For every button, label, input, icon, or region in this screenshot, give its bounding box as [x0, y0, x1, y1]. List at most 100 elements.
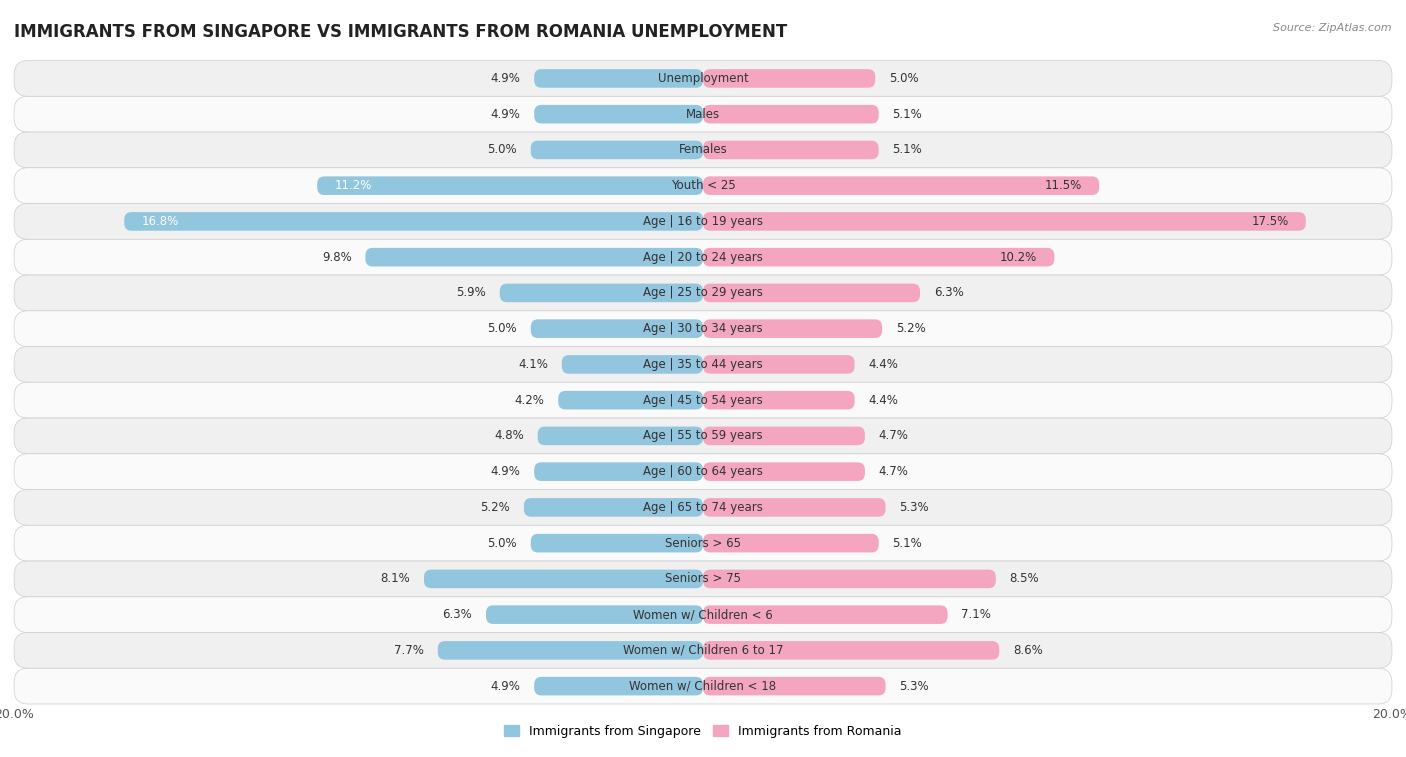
Text: Women w/ Children < 6: Women w/ Children < 6 — [633, 608, 773, 621]
Text: 4.9%: 4.9% — [491, 107, 520, 120]
Text: 11.5%: 11.5% — [1045, 179, 1083, 192]
Text: Age | 35 to 44 years: Age | 35 to 44 years — [643, 358, 763, 371]
FancyBboxPatch shape — [14, 668, 1392, 704]
Text: Age | 16 to 19 years: Age | 16 to 19 years — [643, 215, 763, 228]
FancyBboxPatch shape — [14, 490, 1392, 525]
FancyBboxPatch shape — [14, 311, 1392, 347]
FancyBboxPatch shape — [14, 418, 1392, 453]
FancyBboxPatch shape — [534, 463, 703, 481]
Text: 5.3%: 5.3% — [900, 680, 929, 693]
Text: 4.9%: 4.9% — [491, 680, 520, 693]
FancyBboxPatch shape — [14, 347, 1392, 382]
Text: Seniors > 75: Seniors > 75 — [665, 572, 741, 585]
Text: Age | 25 to 29 years: Age | 25 to 29 years — [643, 286, 763, 300]
Text: 4.4%: 4.4% — [869, 394, 898, 407]
Text: Age | 20 to 24 years: Age | 20 to 24 years — [643, 251, 763, 263]
Text: 7.1%: 7.1% — [962, 608, 991, 621]
Text: 7.7%: 7.7% — [394, 644, 425, 657]
FancyBboxPatch shape — [703, 463, 865, 481]
Text: Age | 30 to 34 years: Age | 30 to 34 years — [643, 322, 763, 335]
Text: 6.3%: 6.3% — [443, 608, 472, 621]
FancyBboxPatch shape — [703, 176, 1099, 195]
Text: 5.1%: 5.1% — [893, 143, 922, 157]
Text: IMMIGRANTS FROM SINGAPORE VS IMMIGRANTS FROM ROMANIA UNEMPLOYMENT: IMMIGRANTS FROM SINGAPORE VS IMMIGRANTS … — [14, 23, 787, 41]
FancyBboxPatch shape — [425, 569, 703, 588]
Text: 9.8%: 9.8% — [322, 251, 352, 263]
Text: 5.1%: 5.1% — [893, 107, 922, 120]
FancyBboxPatch shape — [534, 105, 703, 123]
Text: 4.4%: 4.4% — [869, 358, 898, 371]
FancyBboxPatch shape — [703, 212, 1306, 231]
FancyBboxPatch shape — [703, 284, 920, 302]
Text: 5.2%: 5.2% — [896, 322, 925, 335]
Text: Age | 65 to 74 years: Age | 65 to 74 years — [643, 501, 763, 514]
FancyBboxPatch shape — [14, 204, 1392, 239]
FancyBboxPatch shape — [703, 641, 1000, 659]
FancyBboxPatch shape — [703, 498, 886, 517]
Text: 5.2%: 5.2% — [481, 501, 510, 514]
Text: 4.2%: 4.2% — [515, 394, 544, 407]
Text: 5.0%: 5.0% — [488, 537, 517, 550]
FancyBboxPatch shape — [14, 168, 1392, 204]
Text: 8.1%: 8.1% — [381, 572, 411, 585]
Text: 5.0%: 5.0% — [889, 72, 918, 85]
FancyBboxPatch shape — [531, 534, 703, 553]
FancyBboxPatch shape — [14, 96, 1392, 132]
FancyBboxPatch shape — [531, 319, 703, 338]
FancyBboxPatch shape — [537, 427, 703, 445]
Text: Women w/ Children 6 to 17: Women w/ Children 6 to 17 — [623, 644, 783, 657]
FancyBboxPatch shape — [703, 105, 879, 123]
Text: 5.3%: 5.3% — [900, 501, 929, 514]
FancyBboxPatch shape — [437, 641, 703, 659]
Text: Source: ZipAtlas.com: Source: ZipAtlas.com — [1274, 23, 1392, 33]
Text: 17.5%: 17.5% — [1251, 215, 1289, 228]
Text: Age | 45 to 54 years: Age | 45 to 54 years — [643, 394, 763, 407]
Text: 4.1%: 4.1% — [519, 358, 548, 371]
Text: Youth < 25: Youth < 25 — [671, 179, 735, 192]
FancyBboxPatch shape — [703, 569, 995, 588]
Text: 5.1%: 5.1% — [893, 537, 922, 550]
FancyBboxPatch shape — [318, 176, 703, 195]
FancyBboxPatch shape — [14, 597, 1392, 633]
FancyBboxPatch shape — [703, 534, 879, 553]
FancyBboxPatch shape — [703, 677, 886, 696]
Text: 6.3%: 6.3% — [934, 286, 963, 300]
Text: Women w/ Children < 18: Women w/ Children < 18 — [630, 680, 776, 693]
FancyBboxPatch shape — [14, 525, 1392, 561]
FancyBboxPatch shape — [486, 606, 703, 624]
FancyBboxPatch shape — [531, 141, 703, 159]
FancyBboxPatch shape — [14, 132, 1392, 168]
Text: Seniors > 65: Seniors > 65 — [665, 537, 741, 550]
Text: Unemployment: Unemployment — [658, 72, 748, 85]
Text: 5.9%: 5.9% — [456, 286, 486, 300]
FancyBboxPatch shape — [14, 633, 1392, 668]
FancyBboxPatch shape — [124, 212, 703, 231]
Text: 8.6%: 8.6% — [1012, 644, 1043, 657]
Text: Females: Females — [679, 143, 727, 157]
FancyBboxPatch shape — [562, 355, 703, 374]
FancyBboxPatch shape — [14, 239, 1392, 275]
Text: 4.9%: 4.9% — [491, 72, 520, 85]
FancyBboxPatch shape — [14, 275, 1392, 311]
FancyBboxPatch shape — [703, 355, 855, 374]
FancyBboxPatch shape — [14, 61, 1392, 96]
Text: Age | 55 to 59 years: Age | 55 to 59 years — [643, 429, 763, 442]
FancyBboxPatch shape — [703, 141, 879, 159]
Text: Age | 60 to 64 years: Age | 60 to 64 years — [643, 465, 763, 478]
Text: 4.7%: 4.7% — [879, 465, 908, 478]
FancyBboxPatch shape — [703, 391, 855, 410]
Text: 5.0%: 5.0% — [488, 143, 517, 157]
FancyBboxPatch shape — [534, 677, 703, 696]
FancyBboxPatch shape — [14, 561, 1392, 597]
Text: 5.0%: 5.0% — [488, 322, 517, 335]
FancyBboxPatch shape — [366, 248, 703, 266]
Text: 4.9%: 4.9% — [491, 465, 520, 478]
FancyBboxPatch shape — [14, 382, 1392, 418]
Text: 8.5%: 8.5% — [1010, 572, 1039, 585]
FancyBboxPatch shape — [558, 391, 703, 410]
Text: 11.2%: 11.2% — [335, 179, 371, 192]
FancyBboxPatch shape — [14, 453, 1392, 490]
FancyBboxPatch shape — [703, 319, 882, 338]
FancyBboxPatch shape — [703, 427, 865, 445]
Text: 4.8%: 4.8% — [494, 429, 524, 442]
